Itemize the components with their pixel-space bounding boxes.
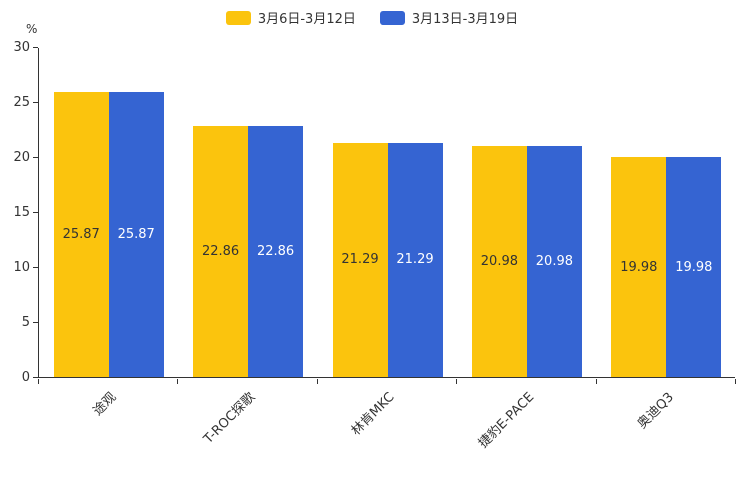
legend-label: 3月13日-3月19日 xyxy=(411,12,519,27)
y-tick-label: 0 xyxy=(21,370,30,385)
x-category-label: 奥迪Q3 xyxy=(634,389,677,432)
legend-item[interactable]: 3月13日-3月19日 xyxy=(379,8,519,27)
bar-series-2: 19.98 xyxy=(666,157,722,377)
y-axis-unit-label: % xyxy=(26,22,38,36)
y-tick-mark xyxy=(33,102,38,103)
x-tick-mark xyxy=(316,379,318,384)
y-tick-label: 15 xyxy=(13,205,30,220)
x-category-label: 途观 xyxy=(90,389,120,419)
y-tick-mark xyxy=(33,47,38,48)
bar-value-label: 19.98 xyxy=(675,259,713,275)
bar-series-1: 20.98 xyxy=(471,146,527,377)
y-tick-label: 20 xyxy=(13,150,30,165)
bar-value-label: 21.29 xyxy=(341,252,379,268)
y-tick-label: 30 xyxy=(13,40,30,55)
legend-swatch-icon xyxy=(379,10,405,25)
x-category-label: T-ROC探歌 xyxy=(201,389,259,447)
x-tick-mark xyxy=(38,379,39,384)
bar-value-label: 25.87 xyxy=(62,227,100,243)
chart-legend: 3月6日-3月12日 3月13日-3月19日 xyxy=(0,8,744,27)
bar-value-label: 22.86 xyxy=(256,243,295,259)
x-tick-mark xyxy=(456,379,458,384)
y-tick-mark xyxy=(33,267,38,268)
y-tick-label: 10 xyxy=(13,260,30,275)
bar-value-label: 25.87 xyxy=(117,227,155,243)
bar-series-2: 22.86 xyxy=(248,125,304,377)
bar-series-1: 21.29 xyxy=(332,142,388,377)
bar-series-1: 19.98 xyxy=(611,157,667,377)
y-tick-mark xyxy=(33,377,38,378)
bar-series-2: 25.87 xyxy=(108,92,164,377)
bar-value-label: 20.98 xyxy=(535,254,573,270)
y-tick-label: 5 xyxy=(21,315,30,330)
bar-series-1: 22.86 xyxy=(193,125,249,377)
bar-value-label: 20.98 xyxy=(480,254,518,270)
x-tick-mark xyxy=(595,379,597,384)
y-tick-mark xyxy=(33,212,38,213)
y-tick-mark xyxy=(33,322,38,323)
bar-series-2: 20.98 xyxy=(526,146,582,377)
bar-series-2: 21.29 xyxy=(387,142,443,377)
y-tick-label: 25 xyxy=(13,95,30,110)
plot-area: 25.87 25.87 22.86 22.86 21.29 21.29 20.98 20.98… xyxy=(38,48,735,378)
bar-value-label: 22.86 xyxy=(201,243,240,259)
bar-value-label: 19.98 xyxy=(620,259,658,275)
bar-value-label: 21.29 xyxy=(396,252,434,268)
bar-series-1: 25.87 xyxy=(53,92,109,377)
x-category-label: 捷豹E-PACE xyxy=(475,389,538,452)
x-tick-mark xyxy=(735,379,736,384)
y-tick-mark xyxy=(33,157,38,158)
x-category-label: 林肯MKC xyxy=(349,389,398,439)
legend-swatch-icon xyxy=(225,10,251,25)
legend-label: 3月6日-3月12日 xyxy=(257,12,356,27)
x-tick-mark xyxy=(177,379,179,384)
legend-item[interactable]: 3月6日-3月12日 xyxy=(225,8,356,27)
